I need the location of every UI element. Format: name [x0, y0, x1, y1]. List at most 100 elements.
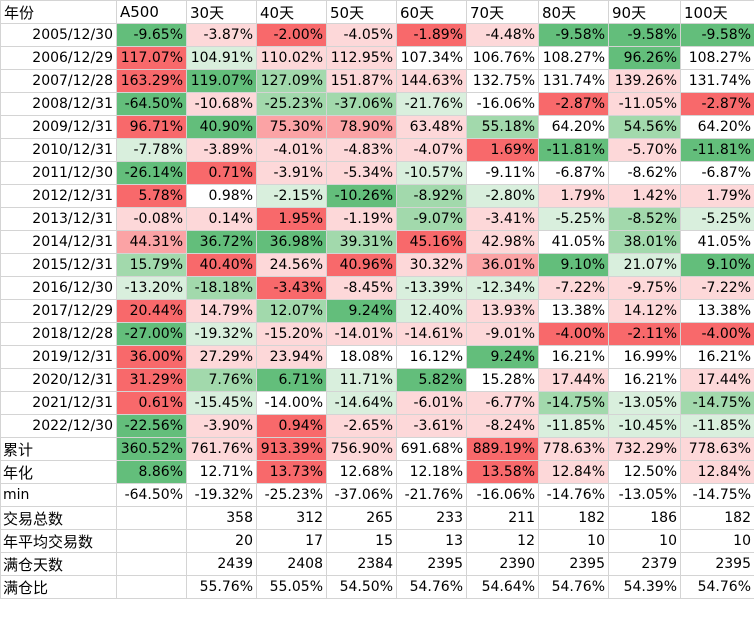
- table-cell: 12.71%: [186, 460, 257, 484]
- row-label: 2022/12/30: [0, 414, 117, 438]
- table-cell: 13.38%: [538, 299, 609, 323]
- table-cell: 119.07%: [186, 69, 257, 93]
- table-cell: -11.05%: [608, 92, 681, 116]
- table-cell: -3.41%: [466, 207, 539, 231]
- table-cell: 12: [466, 529, 539, 553]
- table-cell: -8.24%: [466, 414, 539, 438]
- table-cell: -3.90%: [186, 414, 257, 438]
- row-label: 2010/12/31: [0, 138, 117, 162]
- table-cell: -37.06%: [326, 92, 397, 116]
- table-cell: 15.79%: [116, 253, 187, 277]
- table-cell: [116, 529, 187, 553]
- table-cell: -9.75%: [608, 276, 681, 300]
- table-cell: 10: [608, 529, 681, 553]
- header-col: 50天: [326, 0, 397, 24]
- table-cell: -10.45%: [608, 414, 681, 438]
- row-label: 交易总数: [0, 506, 117, 530]
- table-cell: -7.22%: [680, 276, 754, 300]
- table-row: 2009/12/31 96.71% 40.90% 75.30% 78.90% 63.48%…: [0, 115, 754, 139]
- table-cell: 55.76%: [186, 575, 257, 599]
- table-cell: -3.91%: [256, 161, 327, 185]
- row-label: 2019/12/31: [0, 345, 117, 369]
- table-cell: -9.01%: [466, 322, 539, 346]
- table-cell: -11.85%: [538, 414, 609, 438]
- table-cell: 36.01%: [466, 253, 539, 277]
- table-cell: 40.90%: [186, 115, 257, 139]
- table-cell: 139.26%: [608, 69, 681, 93]
- table-cell: 27.29%: [186, 345, 257, 369]
- table-cell: -13.39%: [396, 276, 467, 300]
- table-cell: [116, 575, 187, 599]
- table-cell: -2.15%: [256, 184, 327, 208]
- row-label: 累计: [0, 437, 117, 461]
- table-row: 交易总数 358 312 265 233 211 182 186 182: [0, 506, 754, 530]
- table-row: 2022/12/30 -22.56% -3.90% 0.94% -2.65% -3.61%…: [0, 414, 754, 438]
- table-cell: 20: [186, 529, 257, 553]
- table-cell: -5.25%: [538, 207, 609, 231]
- table-row: 2018/12/28 -27.00% -19.32% -15.20% -14.01% -1…: [0, 322, 754, 346]
- table-cell: -12.34%: [466, 276, 539, 300]
- table-cell: 31.29%: [116, 368, 187, 392]
- table-row: 2019/12/31 36.00% 27.29% 23.94% 18.08% 16.12%…: [0, 345, 754, 369]
- table-cell: 889.19%: [466, 437, 539, 461]
- table-cell: -6.87%: [538, 161, 609, 185]
- table-row: 2010/12/31 -7.78% -3.89% -4.01% -4.83% -4.07%…: [0, 138, 754, 162]
- table-cell: -8.52%: [608, 207, 681, 231]
- table-cell: 54.76%: [396, 575, 467, 599]
- table-cell: 10: [680, 529, 754, 553]
- table-cell: 1.42%: [608, 184, 681, 208]
- table-cell: 358: [186, 506, 257, 530]
- table-cell: 182: [538, 506, 609, 530]
- table-cell: 5.82%: [396, 368, 467, 392]
- table-cell: -9.07%: [396, 207, 467, 231]
- table-cell: -11.85%: [680, 414, 754, 438]
- table-cell: 12.40%: [396, 299, 467, 323]
- table-cell: 55.18%: [466, 115, 539, 139]
- table-cell: 131.74%: [680, 69, 754, 93]
- table-cell: -5.70%: [608, 138, 681, 162]
- header-col: A500: [116, 0, 187, 24]
- table-cell: 131.74%: [538, 69, 609, 93]
- table-cell: -2.11%: [608, 322, 681, 346]
- table-cell: -9.11%: [466, 161, 539, 185]
- table-row: 2015/12/31 15.79% 40.40% 24.56% 40.96% 30.32%…: [0, 253, 754, 277]
- table-cell: -14.76%: [538, 483, 609, 507]
- table-cell: 2408: [256, 552, 327, 576]
- table-cell: 38.01%: [608, 230, 681, 254]
- table-cell: -10.26%: [326, 184, 397, 208]
- table-cell: 13.58%: [466, 460, 539, 484]
- table-cell: 55.05%: [256, 575, 327, 599]
- table-cell: -7.22%: [538, 276, 609, 300]
- table-cell: 42.98%: [466, 230, 539, 254]
- table-row: 年平均交易数 20 17 15 13 12 10 10 10: [0, 529, 754, 553]
- table-cell: 732.29%: [608, 437, 681, 461]
- table-cell: -15.20%: [256, 322, 327, 346]
- table-cell: -7.78%: [116, 138, 187, 162]
- table-cell: 40.96%: [326, 253, 397, 277]
- table-row: 2014/12/31 44.31% 36.72% 36.98% 39.31% 45.16%…: [0, 230, 754, 254]
- table-cell: 1.79%: [538, 184, 609, 208]
- table-cell: -10.57%: [396, 161, 467, 185]
- table-cell: -14.61%: [396, 322, 467, 346]
- table-row: 2012/12/31 5.78% 0.98% -2.15% -10.26% -8.92% -…: [0, 184, 754, 208]
- table-cell: 36.00%: [116, 345, 187, 369]
- table-cell: -27.00%: [116, 322, 187, 346]
- table-cell: 75.30%: [256, 115, 327, 139]
- table-cell: -64.50%: [116, 483, 187, 507]
- table-cell: -6.01%: [396, 391, 467, 415]
- row-label: 2015/12/31: [0, 253, 117, 277]
- table-cell: 108.27%: [680, 46, 754, 70]
- table-cell: 24.56%: [256, 253, 327, 277]
- table-cell: -4.01%: [256, 138, 327, 162]
- table-row: 2011/12/30 -26.14% 0.71% -3.91% -5.34% -10.57…: [0, 161, 754, 185]
- table-cell: 14.12%: [608, 299, 681, 323]
- table-cell: 54.76%: [538, 575, 609, 599]
- table-row: 累计 360.52% 761.76% 913.39% 756.90% 691.68% 889…: [0, 437, 754, 461]
- table-cell: 16.21%: [538, 345, 609, 369]
- table-cell: 45.16%: [396, 230, 467, 254]
- table-cell: -25.23%: [256, 92, 327, 116]
- table-cell: 9.24%: [466, 345, 539, 369]
- table-cell: -11.81%: [680, 138, 754, 162]
- table-cell: 211: [466, 506, 539, 530]
- table-cell: 44.31%: [116, 230, 187, 254]
